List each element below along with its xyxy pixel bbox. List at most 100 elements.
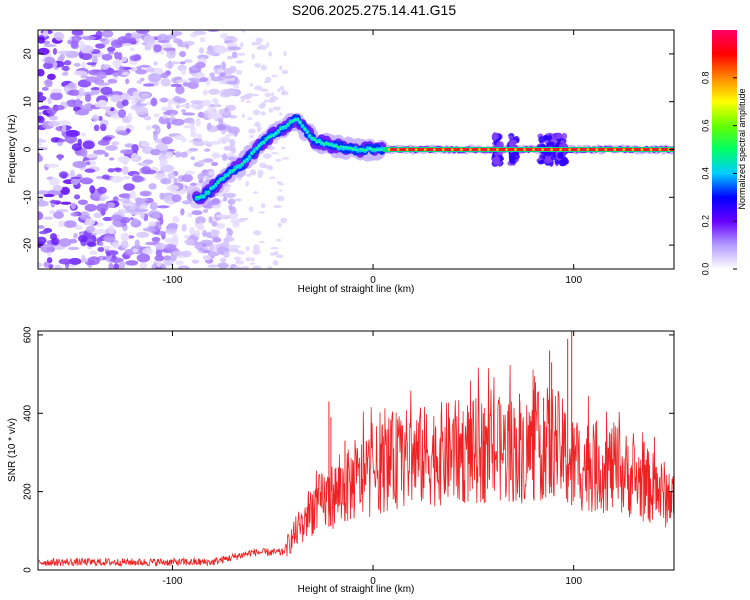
spectrogram-noise-blob xyxy=(112,59,122,68)
spectrogram-noise-blob xyxy=(38,236,47,245)
spectrogram-noise-blob xyxy=(227,244,238,253)
snr-axes: -100 0 100 0 200 400 600 xyxy=(23,326,674,587)
spectrogram-noise-blob xyxy=(145,67,155,73)
spectrogram-noise-blob xyxy=(121,43,133,47)
spectrogram-noise-blob xyxy=(97,139,110,146)
spectrogram-noise-blob xyxy=(47,73,56,81)
spectrogram-noise-blob xyxy=(197,133,202,140)
spectrogram-noise-blob xyxy=(114,51,120,60)
spectrogram-noise-blob xyxy=(157,205,170,209)
spectrogram-noise-blob xyxy=(38,262,43,268)
spectrogram-noise-blob xyxy=(74,194,81,200)
spectrogram-noise-blob xyxy=(84,218,96,226)
spectrogram-ridge-cell xyxy=(375,148,379,152)
spectrogram-noise-blob xyxy=(237,52,246,56)
spectrogram-noise-blob xyxy=(109,257,124,263)
spectrogram-noise-blob xyxy=(252,248,261,255)
spectrogram-noise-blob xyxy=(112,72,120,77)
spectrogram-noise-blob xyxy=(77,199,88,205)
spectrogram-ridge-cell xyxy=(219,178,222,181)
spectrogram-ridge-cell xyxy=(361,148,364,151)
spectrogram-ridge-cell xyxy=(231,169,234,172)
spectrogram-core-dot xyxy=(649,148,653,151)
spectrogram-noise-blob xyxy=(208,88,220,95)
spectrogram-noise-blob xyxy=(123,183,135,191)
spectrogram-ridge-cell xyxy=(253,150,256,154)
spectrogram-noise-blob xyxy=(209,72,215,78)
spectrogram-noise-blob xyxy=(223,89,238,95)
snr-xtick-label: 100 xyxy=(565,576,582,587)
spectrogram-noise-blob xyxy=(107,51,115,55)
spectrogram-noise-blob xyxy=(231,51,238,59)
spectrogram-noise-blob xyxy=(93,149,106,155)
spectrogram-noise-blob xyxy=(50,91,63,101)
spectrogram-ridge-cell xyxy=(342,145,345,148)
spectrogram-noise-blob xyxy=(179,61,186,65)
spectrogram-noise-blob xyxy=(195,118,201,127)
spectrogram-ridge-cell xyxy=(308,134,311,137)
spectrogram-core-dot xyxy=(451,148,454,151)
spectrogram-ridge-cell xyxy=(202,194,205,198)
spectrogram-ridge-cell xyxy=(332,144,335,148)
spectrogram-ridge-cell xyxy=(330,143,333,146)
spectrogram-ridge-cell xyxy=(243,160,246,163)
spectrogram-noise-blob xyxy=(49,209,55,215)
spectrogram-noise-blob xyxy=(223,251,230,258)
spectrogram-noise-blob xyxy=(150,149,162,156)
spectrogram-noise-blob xyxy=(234,198,243,202)
spectrogram-noise-blob xyxy=(136,80,143,84)
spectrogram-noise-blob xyxy=(93,212,102,219)
spectrogram-noise-blob xyxy=(100,86,113,95)
spectrogram-noise-blob xyxy=(195,61,206,69)
spectrogram-noise-blob xyxy=(132,175,144,183)
spectrogram-ridge-cell xyxy=(224,175,227,179)
spectrogram-noise-blob xyxy=(171,194,182,203)
spectrogram-core-dot xyxy=(478,148,481,151)
spectrogram-noise-blob xyxy=(270,152,279,155)
spectrogram-noise-blob xyxy=(101,30,114,38)
spectrogram-noise-blob xyxy=(126,37,136,42)
spectrogram-noise-blob xyxy=(202,89,208,96)
spectrogram-noise-blob xyxy=(128,96,135,101)
spectrogram-ridge xyxy=(190,112,674,206)
spectrogram-noise-blob xyxy=(159,97,169,103)
spectrogram-noise-blob xyxy=(70,169,75,177)
spectrogram-noise-blob xyxy=(71,30,84,36)
spectrogram-noise-blob xyxy=(229,138,236,148)
spectrogram-noise-blob xyxy=(129,190,137,200)
spectrogram-noise-blob xyxy=(70,176,82,180)
spectrogram-noise-blob xyxy=(174,151,181,158)
spectrogram-noise-blob xyxy=(85,76,99,83)
spectrogram-ridge-cell xyxy=(233,168,237,172)
spectrogram-burst-cell xyxy=(492,134,497,142)
spectrogram-noise-blob xyxy=(166,122,171,130)
spectrogram-core-dot xyxy=(631,148,635,151)
spectrogram-noise-blob xyxy=(86,62,97,66)
spectrogram-noise-blob xyxy=(214,65,222,69)
spectrogram-noise-blob xyxy=(208,170,215,176)
spectrogram-noise-blob xyxy=(208,141,222,145)
spectrogram-burst-cell xyxy=(549,141,555,146)
spectrogram-noise-blob xyxy=(165,61,174,69)
spectrogram-ridge-cell xyxy=(298,121,302,124)
spectrogram-noise-blob xyxy=(163,260,174,266)
spectrogram-xtick-label: 100 xyxy=(565,275,582,286)
figure-title: S206.2025.275.14.41.G15 xyxy=(292,2,456,18)
spectrogram-noise-blob xyxy=(200,101,212,107)
spectrogram-noise-blob xyxy=(80,148,88,158)
spectrogram-noise-blob xyxy=(70,202,76,210)
spectrogram-noise-blob xyxy=(57,138,66,143)
spectrogram-burst-cell xyxy=(558,159,567,167)
spectrogram-noise-blob xyxy=(280,90,289,96)
spectrogram-noise-blob xyxy=(98,99,108,107)
spectrogram-noise-blob xyxy=(215,123,227,131)
spectrogram-noise-blob xyxy=(206,122,212,131)
spectrogram-ylabel: Frequency (Hz) xyxy=(7,115,18,184)
spectrogram-noise-blob xyxy=(65,129,79,138)
spectrogram-noise-blob xyxy=(207,251,220,257)
spectrogram-noise-blob xyxy=(137,162,151,167)
spectrogram-ridge-cell xyxy=(294,118,297,122)
spectrogram-noise-blob xyxy=(87,256,101,266)
spectrogram-noise-blob xyxy=(217,262,229,269)
spectrogram-noise-blob xyxy=(78,87,85,97)
